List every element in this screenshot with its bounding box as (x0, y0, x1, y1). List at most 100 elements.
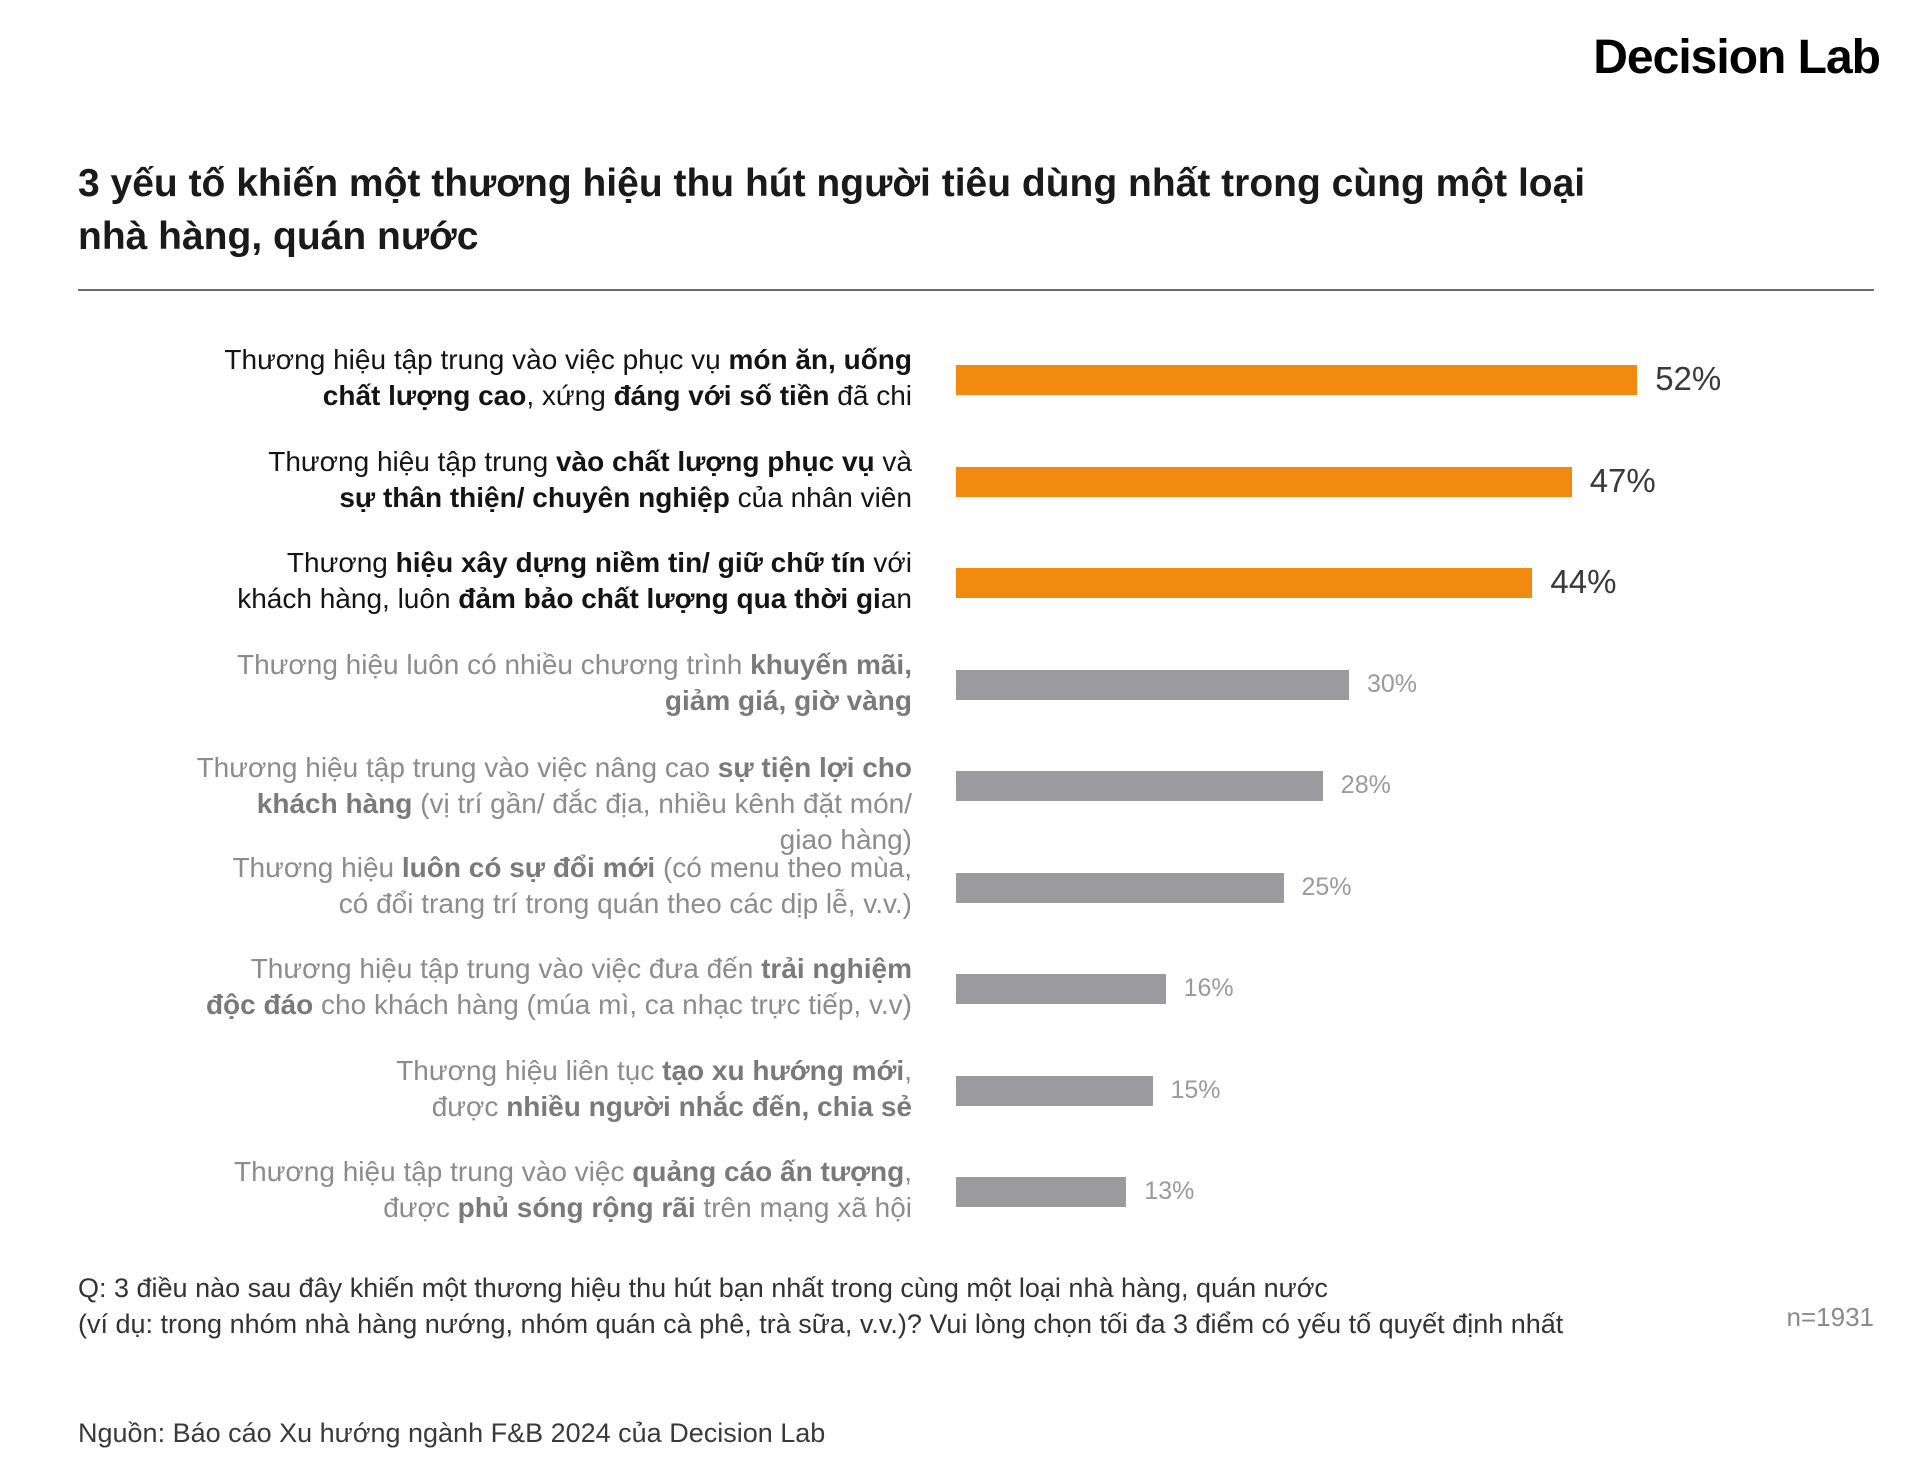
label-emphasis: nhiều người nhắc đến, chia sẻ (506, 1090, 912, 1122)
category-label-line: Thương hiệu tập trung vào việc quảng cáo… (12, 1154, 912, 1190)
label-text: Thương hiệu liên tục (396, 1054, 663, 1086)
value-label-3: 44% (1550, 563, 1617, 600)
label-text: Thương hiệu tập trung vào việc đưa đến (250, 953, 762, 984)
category-label-line: Thương hiệu xây dựng niềm tin/ giữ chữ t… (12, 545, 912, 581)
label-emphasis: đáng với số tiền (613, 380, 830, 411)
category-label-2: Thương hiệu tập trung vào chất lượng phụ… (12, 444, 912, 516)
label-text: của nhân viên (729, 481, 912, 513)
category-label-9: Thương hiệu tập trung vào việc quảng cáo… (12, 1154, 912, 1226)
category-label-line: sự thân thiện/ chuyên nghiệp của nhân vi… (12, 480, 912, 516)
category-label-1: Thương hiệu tập trung vào việc phục vụ m… (12, 342, 912, 414)
label-emphasis: tạo xu hướng mới (662, 1054, 905, 1086)
survey-question: Q: 3 điều nào sau đây khiến một thương h… (78, 1270, 1738, 1342)
label-emphasis: hiệu xây dựng niềm tin/ giữ chữ tín (395, 547, 866, 578)
bar-8 (956, 1075, 1153, 1106)
category-label-line: Thương hiệu tập trung vào chất lượng phụ… (12, 444, 912, 480)
survey-question-line-1: Q: 3 điều nào sau đây khiến một thương h… (78, 1273, 1328, 1303)
category-label-line: độc đáo cho khách hàng (múa mì, ca nhạc … (12, 987, 912, 1023)
label-text: Thương hiệu tập trung vào việc (234, 1156, 633, 1187)
category-label-3: Thương hiệu xây dựng niềm tin/ giữ chữ t… (12, 545, 912, 617)
chart-title-line-2: nhà hàng, quán nước (78, 215, 479, 258)
bar-2 (956, 466, 1572, 497)
label-emphasis: trải nghiệm (761, 953, 912, 984)
bar-3 (956, 568, 1533, 598)
category-label-line: Thương hiệu tập trung vào việc phục vụ m… (12, 342, 912, 378)
label-text: Thương hiệu (232, 851, 402, 883)
label-emphasis: món ăn, uống (728, 344, 912, 375)
bar-9 (956, 1177, 1127, 1207)
label-text: , (904, 1156, 912, 1187)
value-label-8: 15% (1170, 1075, 1221, 1104)
chart-title: 3 yếu tố khiến một thương hiệu thu hút n… (78, 157, 1778, 263)
title-divider (78, 289, 1874, 291)
category-label-line: Thương hiệu luôn có nhiều chương trình k… (12, 647, 912, 683)
category-label-6: Thương hiệu luôn có sự đổi mới (có menu … (12, 850, 912, 922)
category-label-line: Thương hiệu tập trung vào việc đưa đến t… (12, 951, 912, 987)
label-emphasis: phủ sóng rộng rãi (457, 1192, 696, 1223)
label-emphasis: đảm bảo chất lượng qua thời gi (458, 583, 881, 614)
label-emphasis: khuyến mãi, (750, 648, 912, 680)
category-label-line: khách hàng (vị trí gần/ đắc địa, nhiều k… (12, 786, 912, 822)
value-label-5: 28% (1340, 771, 1391, 799)
bar-6 (956, 872, 1284, 903)
category-label-line: được nhiều người nhắc đến, chia sẻ (12, 1089, 912, 1125)
brand-logo: Decision Lab (1593, 31, 1881, 84)
category-label-line: Thương hiệu luôn có sự đổi mới (có menu … (12, 850, 912, 886)
label-text: với (865, 547, 912, 578)
value-label-9: 13% (1144, 1177, 1195, 1205)
value-label-1: 52% (1655, 360, 1722, 397)
value-label-2: 47% (1589, 461, 1656, 499)
label-emphasis: khách hàng (256, 788, 413, 819)
label-text: đã chi (829, 380, 912, 411)
bar-1 (956, 365, 1638, 395)
survey-question-line-2: (ví dụ: trong nhóm nhà hàng nướng, nhóm … (78, 1309, 1564, 1339)
label-emphasis: sự thân thiện/ chuyên nghiệp (339, 481, 730, 513)
label-text: được (431, 1090, 507, 1122)
label-text: Thương hiệu tập trung (268, 445, 556, 477)
label-emphasis: quảng cáo ấn tượng (632, 1156, 905, 1187)
label-text: (có menu theo mùa, (655, 851, 912, 883)
label-text: giao hàng) (779, 824, 912, 855)
category-label-line: Thương hiệu tập trung vào việc nâng cao … (12, 750, 912, 786)
label-text: , xứng (526, 380, 614, 411)
label-text: Thương hiệu luôn có nhiều chương trình (236, 648, 751, 680)
label-text: (vị trí gần/ đắc địa, nhiều kênh đặt món… (412, 788, 912, 819)
label-text: Thương (286, 547, 396, 578)
label-emphasis: độc đáo (205, 989, 314, 1020)
label-text: , (904, 1054, 912, 1086)
label-text: và (874, 445, 912, 477)
category-label-7: Thương hiệu tập trung vào việc đưa đến t… (12, 951, 912, 1023)
category-label-line: chất lượng cao, xứng đáng với số tiền đã… (12, 378, 912, 414)
label-emphasis: luôn có sự đổi mới (401, 851, 656, 883)
bar-4 (956, 669, 1349, 700)
category-label-5: Thương hiệu tập trung vào việc nâng cao … (12, 750, 912, 858)
label-text: Thương hiệu tập trung vào việc phục vụ (224, 344, 729, 375)
bar-5 (956, 771, 1323, 801)
source-note: Nguồn: Báo cáo Xu hướng ngành F&B 2024 c… (78, 1418, 826, 1448)
value-label-6: 25% (1301, 872, 1352, 901)
chart-title-line-1: 3 yếu tố khiến một thương hiệu thu hút n… (78, 162, 1586, 205)
label-text: khách hàng, luôn (237, 583, 459, 614)
label-emphasis: vào chất lượng phục vụ (555, 445, 875, 477)
bar-7 (956, 974, 1166, 1004)
category-label-line: có đổi trang trí trong quán theo các dịp… (12, 886, 912, 922)
label-text: được (383, 1192, 458, 1223)
category-label-4: Thương hiệu luôn có nhiều chương trình k… (12, 647, 912, 719)
category-label-line: giao hàng) (12, 822, 912, 858)
label-text: an (880, 583, 912, 614)
label-text: có đổi trang trí trong quán theo các dịp… (338, 887, 912, 919)
category-label-line: giảm giá, giờ vàng (12, 683, 912, 719)
label-emphasis: chất lượng cao (322, 380, 527, 411)
value-label-4: 30% (1367, 669, 1418, 698)
label-text: trên mạng xã hội (695, 1192, 912, 1223)
category-label-line: được phủ sóng rộng rãi trên mạng xã hội (12, 1190, 912, 1226)
category-label-line: khách hàng, luôn đảm bảo chất lượng qua … (12, 581, 912, 617)
label-text: Thương hiệu tập trung vào việc nâng cao (196, 752, 718, 783)
sample-size: n=1931 (1786, 1302, 1874, 1332)
label-emphasis: sự tiện lợi cho (717, 752, 912, 783)
category-label-line: Thương hiệu liên tục tạo xu hướng mới, (12, 1053, 912, 1089)
label-text: cho khách hàng (múa mì, ca nhạc trực tiế… (313, 989, 912, 1020)
label-emphasis: giảm giá, giờ vàng (664, 684, 912, 716)
